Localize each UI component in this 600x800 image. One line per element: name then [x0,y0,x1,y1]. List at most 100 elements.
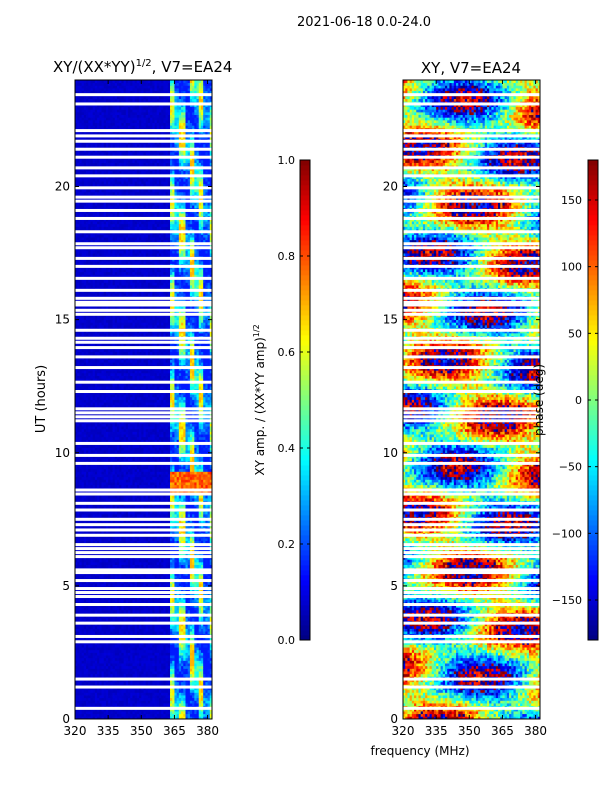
amplitude-cell [92,561,96,565]
amplitude-cell [121,657,125,661]
amplitude-cell [158,623,162,627]
amplitude-cell [110,692,113,696]
amplitude-cell [110,665,113,669]
amplitude-cell [110,679,113,683]
amplitude-cell [75,607,78,611]
amplitude-cell [77,649,80,653]
amplitude-cell [167,663,171,667]
amplitude-cell [123,572,127,576]
amplitude-cell [112,609,116,613]
amplitude-cell [147,641,151,645]
amplitude-cell [114,623,118,627]
amplitude-cell [92,692,96,696]
amplitude-cell [192,689,195,693]
amplitude-cell [181,617,184,621]
amplitude-cell [181,556,184,560]
amplitude-cell [121,663,125,667]
amplitude-cell [108,708,111,712]
amplitude-cell [112,644,116,648]
amplitude-cell [79,660,83,664]
amplitude-cell [139,641,142,645]
amplitude-cell [183,697,186,701]
amplitude-cell [108,556,111,560]
amplitude-cell [139,647,142,651]
amplitude-cell [154,673,158,677]
amplitude-cell [152,631,155,635]
amplitude-cell [125,607,129,611]
amplitude-cell [75,561,78,565]
amplitude-cell [209,631,212,635]
amplitude-cell [185,657,189,661]
amplitude-cell [83,649,87,653]
amplitude-cell [92,588,96,592]
amplitude-cell [141,644,144,648]
amplitude-cell [176,679,180,683]
amplitude-cell [185,596,189,600]
amplitude-cell [170,649,173,653]
amplitude-cell [176,644,180,648]
amplitude-cell [83,657,87,661]
amplitude-cell [97,561,100,565]
amplitude-cell [198,671,202,675]
amplitude-cell [139,559,142,563]
amplitude-cell [141,556,144,560]
amplitude-cell [94,687,98,691]
amplitude-cell [92,628,96,632]
amplitude-cell [147,711,151,715]
amplitude-cell [110,556,113,560]
amplitude-cell [150,663,153,667]
amplitude-cell [77,623,80,627]
amplitude-cell [128,679,131,683]
amplitude-cell [203,687,206,691]
amplitude-cell [158,692,162,696]
amplitude-cell [196,687,200,691]
amplitude-cell [174,564,178,568]
amplitude-cell [105,703,109,707]
amplitude-cell [170,695,173,699]
amplitude-cell [105,623,109,627]
amplitude-cell [99,649,102,653]
amplitude-cell [200,625,204,629]
amplitude-cell [192,540,195,544]
amplitude-cell [139,655,142,659]
amplitude-cell [205,697,208,701]
amplitude-cell [152,529,155,534]
amplitude-cell [97,604,100,608]
amplitude-cell [167,580,171,584]
amplitude-cell [110,529,113,534]
amplitude-cell [105,607,109,611]
amplitude-cell [183,580,186,584]
amplitude-cell [114,716,118,719]
amplitude-cell [178,665,182,669]
amplitude-cell [119,668,122,672]
amplitude-cell [207,647,211,651]
amplitude-cell [94,583,98,587]
amplitude-cell [150,599,153,603]
amplitude-cell [92,655,96,659]
amplitude-cell [112,625,116,629]
amplitude-cell [139,708,142,712]
amplitude-cell [152,695,155,699]
amplitude-cell [192,681,195,685]
amplitude-cell [185,649,189,653]
amplitude-cell [141,535,144,539]
amplitude-cell [207,631,211,635]
amplitude-cell [185,636,189,640]
amplitude-cell [207,617,211,621]
amplitude-cell [170,700,173,704]
amplitude-cell [209,556,212,560]
amplitude-cell [189,535,193,539]
amplitude-cell [90,716,94,719]
amplitude-cell [139,663,142,667]
amplitude-cell [176,599,180,603]
amplitude-cell [205,700,208,704]
amplitude-cell [141,628,144,632]
amplitude-cell [194,703,197,707]
amplitude-cell [105,687,109,691]
amplitude-cell [192,711,195,715]
amplitude-cell [83,663,87,667]
amplitude-cell [103,673,107,677]
amplitude-cell [114,689,118,693]
amplitude-cell [123,583,127,587]
amplitude-cell [163,689,166,693]
